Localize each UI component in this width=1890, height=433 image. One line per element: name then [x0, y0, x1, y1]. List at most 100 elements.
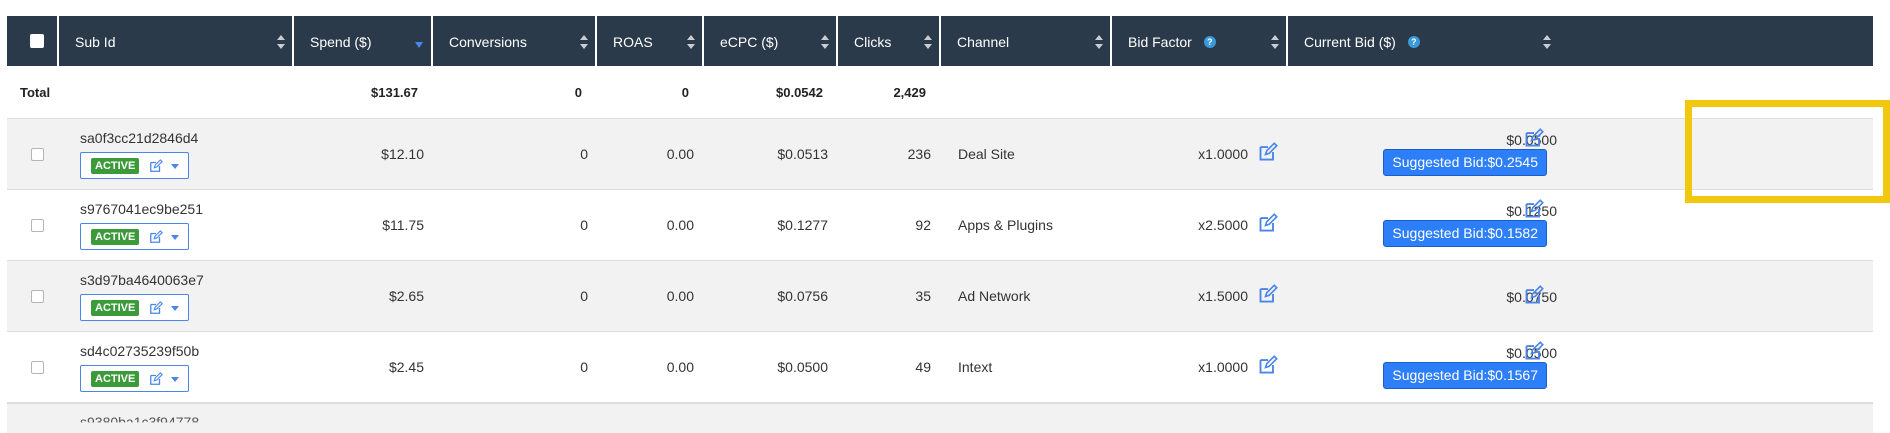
header-channel-label: Channel: [957, 34, 1010, 51]
header-spend-label: Spend ($): [310, 34, 372, 51]
header-current-bid-label: Current Bid ($): [1304, 34, 1396, 51]
total-clicks: 2,429: [893, 85, 926, 100]
channel-cell: Ad Network: [958, 288, 1031, 304]
total-roas: 0: [681, 85, 689, 100]
table-row: sd4c02735239f50b ACTIVE $2.45 0 0.00 $0.…: [7, 332, 1873, 403]
conversions-cell: 0: [580, 146, 588, 162]
total-spend: $131.67: [371, 85, 418, 100]
chevron-down-icon[interactable]: [171, 306, 179, 311]
roas-cell: 0.00: [666, 217, 694, 233]
edit-icon[interactable]: [1524, 128, 1544, 148]
sub-id: sd4c02735239f50b: [80, 343, 200, 359]
header-clicks[interactable]: Clicks: [838, 16, 941, 66]
total-row: Total $131.67 0 0 $0.0542 2,429: [7, 66, 1873, 119]
roas-cell: 0.00: [666, 359, 694, 375]
header-clicks-label: Clicks: [854, 34, 892, 51]
bid-factor-cell: x1.5000: [1198, 288, 1248, 304]
sort-icon[interactable]: [924, 35, 932, 49]
edit-icon[interactable]: [1258, 213, 1278, 233]
header-conversions[interactable]: Conversions: [433, 16, 597, 66]
header-conversions-label: Conversions: [449, 34, 527, 51]
edit-icon[interactable]: [1258, 284, 1278, 304]
status-dropdown[interactable]: ACTIVE: [80, 152, 189, 179]
row-checkbox[interactable]: [31, 290, 44, 303]
status-dropdown[interactable]: ACTIVE: [80, 223, 189, 250]
header-subid[interactable]: Sub Id: [59, 16, 294, 66]
edit-icon[interactable]: [149, 230, 163, 244]
status-badge: ACTIVE: [91, 158, 140, 174]
sub-id: s9380ba1c3f94778: [80, 414, 200, 430]
sort-icon[interactable]: [277, 35, 285, 49]
row-checkbox[interactable]: [31, 219, 44, 232]
header-bid-factor-label: Bid Factor: [1128, 34, 1192, 51]
subid-table: Sub Id Spend ($) Conversions ROAS eCPC (…: [7, 16, 1873, 433]
sub-id: sa0f3cc21d2846d4: [80, 130, 199, 146]
chevron-down-icon[interactable]: [171, 377, 179, 382]
header-roas-label: ROAS: [613, 34, 653, 51]
status-dropdown[interactable]: ACTIVE: [80, 294, 189, 321]
total-ecpc: $0.0542: [776, 85, 823, 100]
highlight-box: [1685, 100, 1890, 203]
header-spend[interactable]: Spend ($): [294, 16, 433, 66]
chevron-down-icon[interactable]: [171, 235, 179, 240]
table-row-partial: s9380ba1c3f94778: [7, 403, 1873, 433]
sort-desc-icon[interactable]: [415, 42, 423, 48]
ecpc-cell: $0.0756: [777, 288, 828, 304]
table-row: s3d97ba4640063e7 ACTIVE $2.65 0 0.00 $0.…: [7, 261, 1873, 332]
suggested-bid-button[interactable]: Suggested Bid:$0.1582: [1383, 220, 1547, 247]
table-header: Sub Id Spend ($) Conversions ROAS eCPC (…: [7, 16, 1873, 66]
clicks-cell: 236: [907, 146, 931, 162]
header-subid-label: Sub Id: [75, 34, 116, 51]
edit-icon[interactable]: [149, 372, 163, 386]
clicks-cell: 35: [915, 288, 931, 304]
sort-icon[interactable]: [1543, 35, 1551, 49]
bid-factor-cell: x2.5000: [1198, 217, 1248, 233]
header-ecpc-label: eCPC ($): [720, 34, 779, 51]
header-ecpc[interactable]: eCPC ($): [704, 16, 838, 66]
conversions-cell: 0: [580, 288, 588, 304]
bid-factor-cell: x1.0000: [1198, 146, 1248, 162]
channel-cell: Apps & Plugins: [958, 217, 1053, 233]
sort-icon[interactable]: [687, 35, 695, 49]
row-checkbox[interactable]: [31, 148, 44, 161]
roas-cell: 0.00: [666, 288, 694, 304]
header-channel[interactable]: Channel: [941, 16, 1112, 66]
header-select-all: [7, 16, 59, 66]
status-badge: ACTIVE: [91, 229, 140, 245]
spend-cell: $2.45: [388, 359, 424, 375]
status-badge: ACTIVE: [91, 371, 140, 387]
sort-icon[interactable]: [821, 35, 829, 49]
edit-icon[interactable]: [1258, 355, 1278, 375]
sort-icon[interactable]: [1271, 35, 1279, 49]
header-roas[interactable]: ROAS: [597, 16, 704, 66]
chevron-down-icon[interactable]: [171, 164, 179, 169]
suggested-bid-button[interactable]: Suggested Bid:$0.1567: [1383, 362, 1547, 389]
conversions-cell: 0: [580, 359, 588, 375]
ecpc-cell: $0.1277: [777, 217, 828, 233]
conversions-cell: 0: [580, 217, 588, 233]
sort-icon[interactable]: [580, 35, 588, 49]
edit-icon[interactable]: [1524, 199, 1544, 219]
channel-cell: Deal Site: [958, 146, 1015, 162]
edit-icon[interactable]: [1524, 341, 1544, 361]
edit-icon[interactable]: [1524, 285, 1544, 305]
row-checkbox[interactable]: [31, 361, 44, 374]
sub-id: s9767041ec9be251: [80, 201, 204, 217]
header-current-bid[interactable]: Current Bid ($) ?: [1288, 16, 1558, 66]
bid-factor-cell: x1.0000: [1198, 359, 1248, 375]
sort-icon[interactable]: [1095, 35, 1103, 49]
edit-icon[interactable]: [149, 159, 163, 173]
edit-icon[interactable]: [149, 301, 163, 315]
status-dropdown[interactable]: ACTIVE: [80, 365, 189, 392]
clicks-cell: 92: [915, 217, 931, 233]
select-all-checkbox[interactable]: [30, 34, 44, 48]
suggested-bid-button[interactable]: Suggested Bid:$0.2545: [1383, 149, 1547, 176]
channel-cell: Intext: [958, 359, 993, 375]
status-badge: ACTIVE: [91, 300, 140, 316]
header-bid-factor[interactable]: Bid Factor ?: [1112, 16, 1288, 66]
help-icon[interactable]: ?: [1203, 36, 1216, 49]
help-icon[interactable]: ?: [1407, 36, 1420, 49]
table-row: s9767041ec9be251 ACTIVE $11.75 0 0.00 $0…: [7, 190, 1873, 261]
roas-cell: 0.00: [666, 146, 694, 162]
edit-icon[interactable]: [1258, 142, 1278, 162]
